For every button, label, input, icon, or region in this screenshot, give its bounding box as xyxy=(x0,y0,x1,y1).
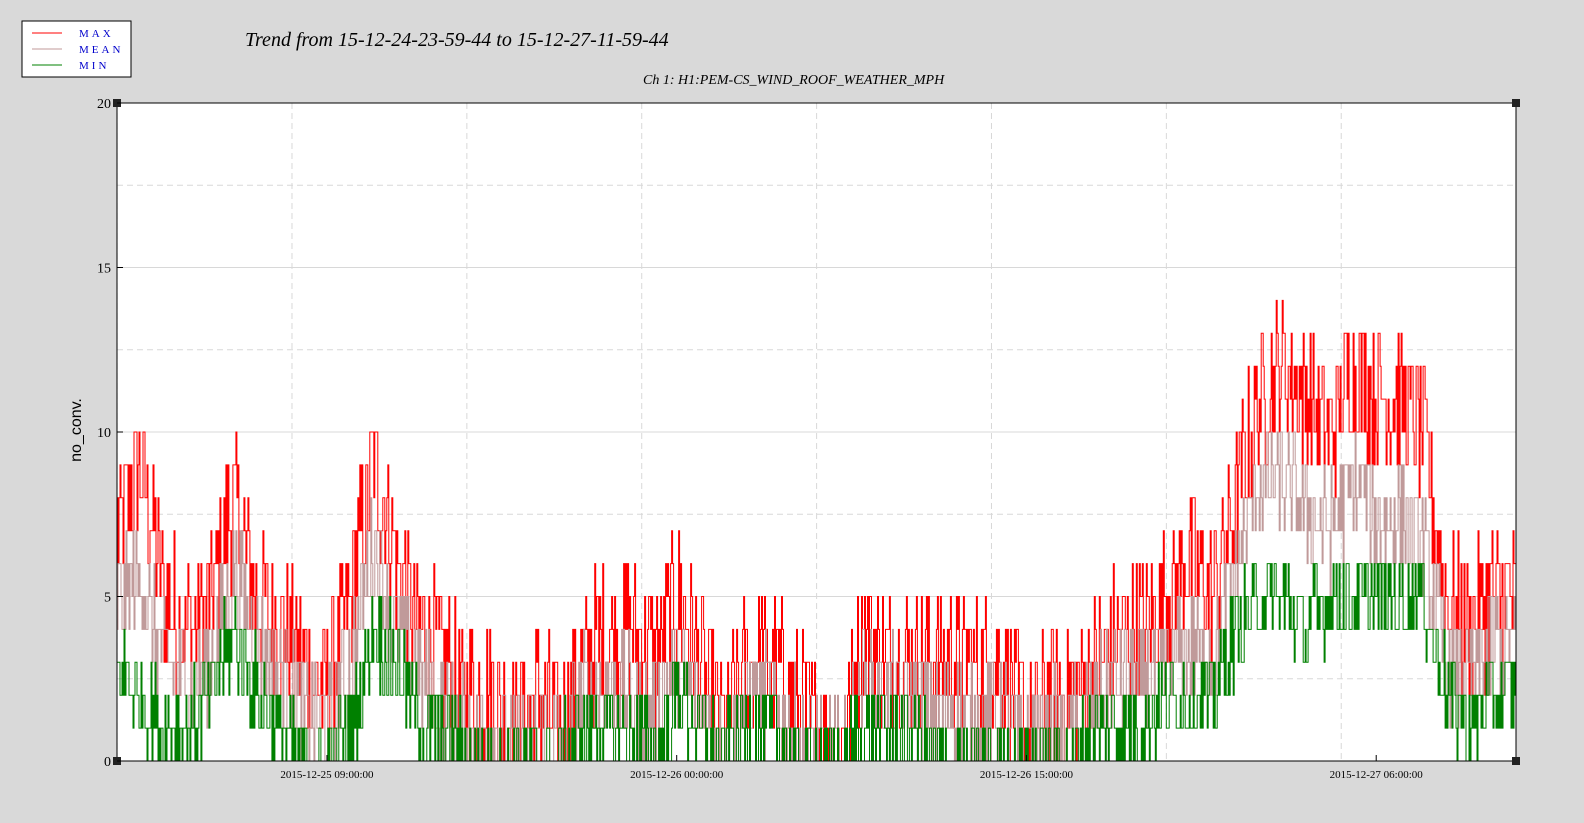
corner-handle-bottom-right[interactable] xyxy=(1512,757,1520,765)
chart-subtitle: Ch 1: H1:PEM-CS_WIND_ROOF_WEATHER_MPH xyxy=(643,73,945,88)
x-tick-label: 2015-12-26 15:00:00 xyxy=(980,769,1074,781)
y-tick-label: 10 xyxy=(97,426,111,441)
x-tick-label: 2015-12-25 09:00:00 xyxy=(280,769,374,781)
legend-label-mean: MEAN xyxy=(79,44,123,56)
x-axis-ticks: 2015-12-25 09:00:00 2015-12-26 00:00:00 20… xyxy=(280,755,1423,781)
x-tick-label: 2015-12-27 06:00:00 xyxy=(1330,769,1424,781)
y-tick-label: 15 xyxy=(97,262,111,277)
y-axis-label: no_conv. xyxy=(68,398,85,462)
y-tick-label: 20 xyxy=(97,97,111,112)
chart-title: Trend from 15-12-24-23-59-44 to 15-12-27… xyxy=(245,29,669,51)
corner-handle-top-right[interactable] xyxy=(1512,99,1520,107)
legend-label-max: MAX xyxy=(79,28,114,40)
y-tick-label: 5 xyxy=(104,591,111,606)
legend: MAX MEAN MIN xyxy=(21,20,132,78)
y-tick-label: 0 xyxy=(104,755,111,770)
x-tick-label: 2015-12-26 00:00:00 xyxy=(630,769,724,781)
y-axis-ticks: 0 5 10 15 20 xyxy=(97,97,123,770)
legend-label-min: MIN xyxy=(79,60,109,72)
